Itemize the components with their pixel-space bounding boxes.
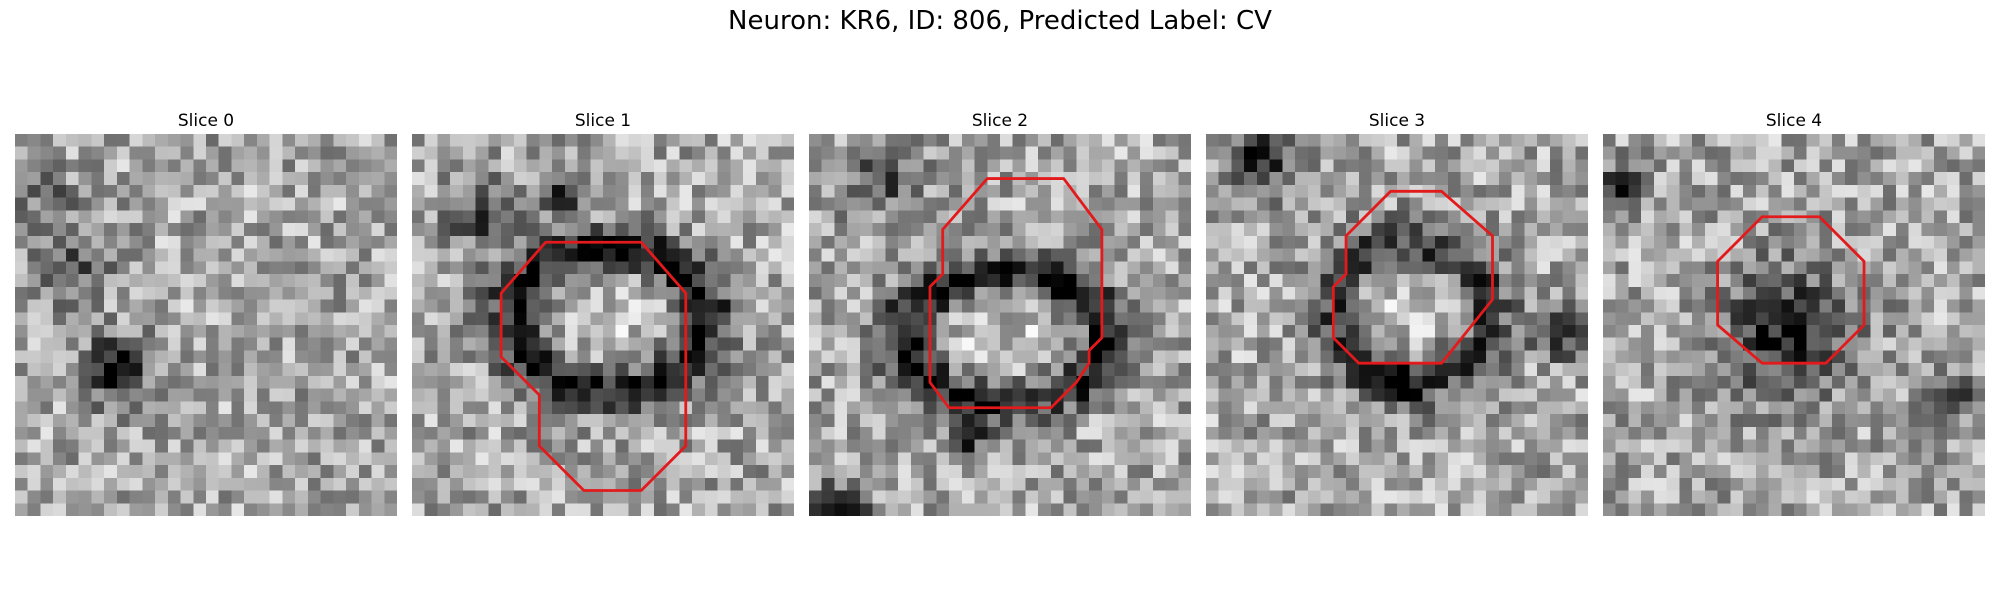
- roi-contour: [1718, 217, 1864, 363]
- figure-title: Neuron: KR6, ID: 806, Predicted Label: C…: [0, 6, 2000, 36]
- roi-contour: [501, 242, 686, 490]
- panel-slice-4: Slice 4: [1603, 108, 1985, 516]
- panel-slice-0: Slice 0: [15, 108, 397, 516]
- roi-contour: [930, 179, 1102, 408]
- panel-title: Slice 4: [1603, 108, 1985, 134]
- panel-title: Slice 3: [1206, 108, 1588, 134]
- roi-contour-layer: [412, 134, 794, 516]
- panel-slice-2: Slice 2: [809, 108, 1191, 516]
- panel-title: Slice 1: [412, 108, 794, 134]
- panel-title: Slice 2: [809, 108, 1191, 134]
- panel-title: Slice 0: [15, 108, 397, 134]
- roi-contour-layer: [809, 134, 1191, 516]
- roi-contour-layer: [1603, 134, 1985, 516]
- roi-contour: [1333, 191, 1492, 363]
- panel-slice-1: Slice 1: [412, 108, 794, 516]
- roi-contour-layer: [1206, 134, 1588, 516]
- panel-slice-3: Slice 3: [1206, 108, 1588, 516]
- roi-contour-layer: [15, 134, 397, 516]
